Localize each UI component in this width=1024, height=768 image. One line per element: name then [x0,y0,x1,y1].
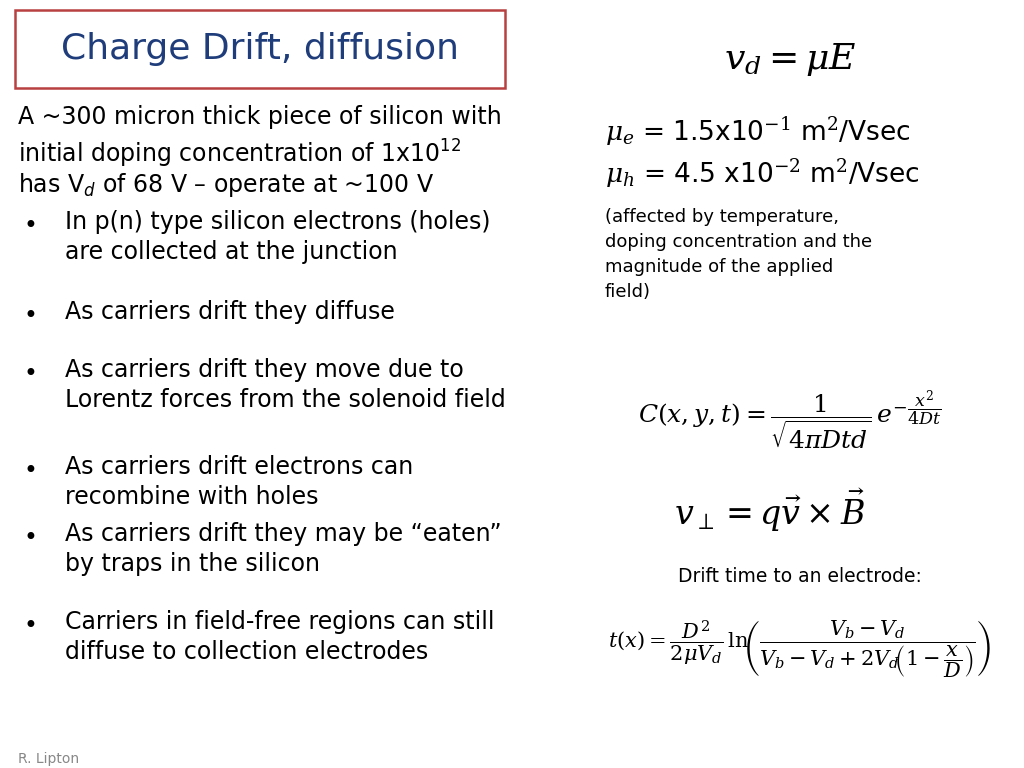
Text: Drift time to an electrode:: Drift time to an electrode: [678,567,922,586]
Text: recombine with holes: recombine with holes [65,485,318,509]
Text: by traps in the silicon: by traps in the silicon [65,552,319,576]
Text: $v_d = \mu E$: $v_d = \mu E$ [724,41,856,78]
Text: has V$_d$ of 68 V – operate at ~100 V: has V$_d$ of 68 V – operate at ~100 V [18,171,434,199]
Text: As carriers drift they move due to: As carriers drift they move due to [65,358,464,382]
Text: •: • [24,459,37,483]
Text: •: • [24,214,37,238]
Text: $v_{\perp} = q\vec{v} \times \vec{B}$: $v_{\perp} = q\vec{v} \times \vec{B}$ [675,486,865,534]
Text: •: • [24,614,37,638]
Text: $C(x, y, t) = \dfrac{1}{\sqrt{4\pi Dtd}}\, e^{-\dfrac{x^2}{4Dt}}$: $C(x, y, t) = \dfrac{1}{\sqrt{4\pi Dtd}}… [638,388,942,452]
FancyBboxPatch shape [15,10,505,88]
Text: $\mu_e$ = 1.5x10$^{-1}$ m$^2$/Vsec: $\mu_e$ = 1.5x10$^{-1}$ m$^2$/Vsec [605,115,910,147]
Text: As carriers drift electrons can: As carriers drift electrons can [65,455,414,479]
Text: $\mu_h$ = 4.5 x10$^{-2}$ m$^2$/Vsec: $\mu_h$ = 4.5 x10$^{-2}$ m$^2$/Vsec [605,158,920,191]
Text: Carriers in field-free regions can still: Carriers in field-free regions can still [65,610,495,634]
Text: In p(n) type silicon electrons (holes): In p(n) type silicon electrons (holes) [65,210,490,234]
Text: •: • [24,526,37,550]
Text: $t(x) = \dfrac{D^2}{2\mu V_d}\,\mathrm{ln}\!\left(\dfrac{V_b - V_d}{V_b - V_d + : $t(x) = \dfrac{D^2}{2\mu V_d}\,\mathrm{l… [608,619,991,681]
Text: (affected by temperature,
doping concentration and the
magnitude of the applied
: (affected by temperature, doping concent… [605,208,872,301]
Text: diffuse to collection electrodes: diffuse to collection electrodes [65,640,428,664]
Text: Charge Drift, diffusion: Charge Drift, diffusion [61,32,459,66]
Text: •: • [24,304,37,328]
Text: •: • [24,362,37,386]
Text: R. Lipton: R. Lipton [18,752,79,766]
Text: initial doping concentration of 1x10$^{12}$: initial doping concentration of 1x10$^{1… [18,138,461,170]
Text: A ~300 micron thick piece of silicon with: A ~300 micron thick piece of silicon wit… [18,105,502,129]
Text: As carriers drift they may be “eaten”: As carriers drift they may be “eaten” [65,522,502,546]
Text: are collected at the junction: are collected at the junction [65,240,397,264]
Text: As carriers drift they diffuse: As carriers drift they diffuse [65,300,395,324]
Text: Lorentz forces from the solenoid field: Lorentz forces from the solenoid field [65,388,506,412]
